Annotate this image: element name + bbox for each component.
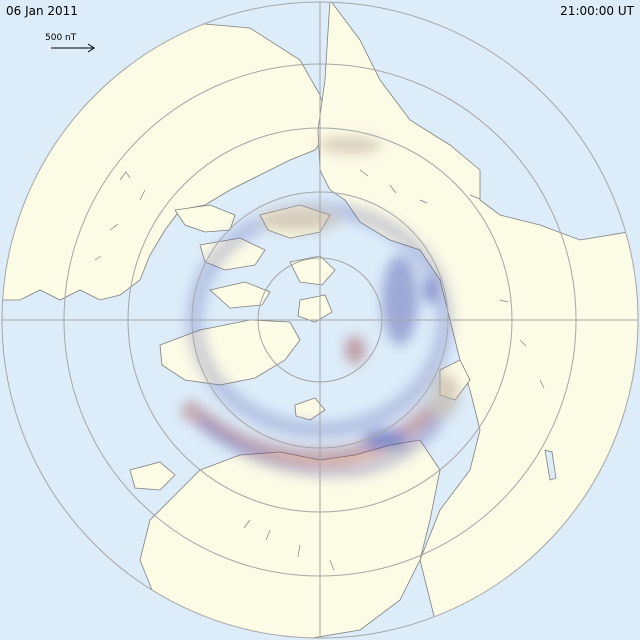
date-label: 06 Jan 2011 [6, 4, 78, 18]
land-island-3 [209, 281, 271, 309]
perturbation-brown-top [318, 137, 382, 153]
perturbation-blue-east [382, 255, 418, 345]
perturbation-blue-small [424, 276, 436, 304]
land-svalbard [294, 397, 326, 421]
land-iceland [129, 461, 176, 491]
perturbation-blue-arc [196, 406, 451, 478]
land-island-6 [297, 294, 333, 323]
time-label: 21:00:00 UT [560, 4, 634, 18]
perturbation-red-center [345, 336, 365, 364]
land-lake [544, 449, 557, 481]
perturbation-blue-se [363, 430, 407, 450]
scale-arrow-icon [51, 43, 95, 53]
coast-details [94, 169, 545, 571]
land-island-1 [174, 204, 236, 233]
perturbation-brown-e [431, 373, 459, 417]
perturbation-brown-nw [260, 208, 340, 232]
land-island-5 [289, 255, 336, 286]
scale-label: 500 nT [45, 33, 77, 43]
